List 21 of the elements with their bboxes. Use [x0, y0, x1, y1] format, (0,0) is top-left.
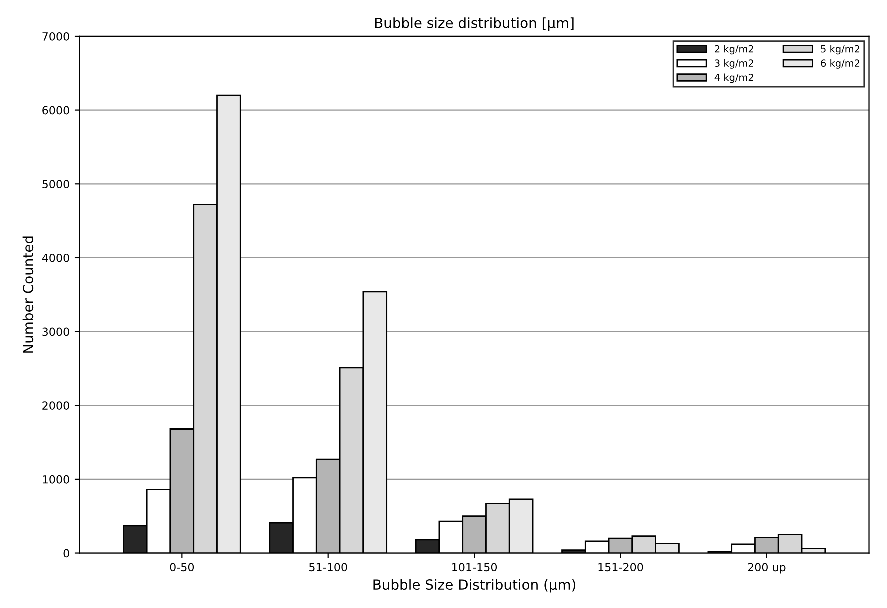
- legend-label: 3 kg/m2: [715, 60, 754, 69]
- x-tick-label: 151-200: [598, 563, 644, 572]
- x-tick-label: 51-100: [310, 563, 348, 572]
- legend-label: 4 kg/m2: [714, 74, 754, 84]
- y-tick-label: 7000: [42, 32, 70, 41]
- y-axis-title: Number Counted: [22, 236, 34, 353]
- y-tick-label: 6000: [42, 106, 70, 115]
- y-tick-label: 1000: [43, 475, 70, 484]
- x-tick-label: 101-150: [452, 563, 498, 572]
- x-tick-label: 0-50: [170, 563, 194, 572]
- y-tick-label: 0: [64, 549, 70, 558]
- y-tick-label: 3000: [42, 328, 70, 336]
- x-tick-label: 200 up: [748, 563, 786, 574]
- legend-label: 2 kg/m2: [715, 45, 754, 55]
- y-tick-label: 5000: [42, 180, 70, 189]
- legend-label: 6 kg/m2: [821, 60, 860, 69]
- x-axis-title: Bubble Size Distribution (μm): [374, 579, 576, 593]
- y-tick-label: 4000: [42, 254, 70, 262]
- legend-label: 5 kg/m2: [821, 45, 860, 55]
- chart-title: Bubble size distribution [μm]: [375, 18, 574, 32]
- y-tick-label: 2000: [42, 402, 70, 410]
